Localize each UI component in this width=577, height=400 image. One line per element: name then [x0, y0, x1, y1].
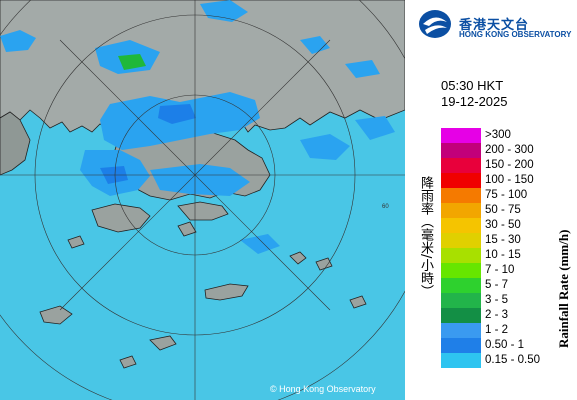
island [149, 335, 177, 351]
radar-date: 19-12-2025 [441, 94, 508, 109]
lantau-island [91, 203, 151, 233]
legend-label: 15 - 30 [485, 234, 521, 246]
legend-label: 3 - 5 [485, 294, 509, 306]
rain-echoes [0, 0, 395, 254]
legend-label: 10 - 15 [485, 249, 521, 261]
range-ring-label: 60 [382, 204, 389, 210]
logo-text-english: HONG KONG OBSERVATORY [459, 30, 572, 39]
legend-label: 150 - 200 [485, 159, 534, 171]
island [289, 251, 307, 265]
legend-label: 2 - 3 [485, 309, 509, 321]
legend-label: 30 - 50 [485, 219, 521, 231]
island [67, 235, 85, 249]
legend-swatch [441, 248, 481, 263]
legend-swatch [441, 263, 481, 278]
legend-swatch [441, 128, 481, 143]
legend-panel: 香港天文台 HONG KONG OBSERVATORY 05:30 HKT 19… [405, 0, 577, 400]
legend-swatch [441, 158, 481, 173]
legend-swatch [441, 308, 481, 323]
legend-label: 7 - 10 [485, 264, 515, 276]
island [177, 221, 197, 237]
legend-label: 5 - 7 [485, 279, 509, 291]
radar-map: 60 [0, 0, 405, 400]
legend-swatch [441, 173, 481, 188]
radar-time: 05:30 HKT [441, 78, 504, 93]
legend-title-english: Rainfall Rate (mm/h) [556, 229, 571, 348]
legend-label: 0.50 - 1 [485, 339, 524, 351]
hko-logo-icon [419, 10, 451, 38]
logo-text-chinese: 香港天文台 [459, 18, 530, 33]
legend-swatch [441, 278, 481, 293]
legend-label: 50 - 75 [485, 204, 521, 216]
legend-label: >300 [485, 129, 511, 141]
hko-logo: 香港天文台 HONG KONG OBSERVATORY [413, 6, 577, 42]
legend-label: 0.15 - 0.50 [485, 354, 540, 366]
legend-label: 100 - 150 [485, 174, 534, 186]
island [204, 283, 249, 301]
legend-label: 200 - 300 [485, 144, 534, 156]
island [119, 355, 137, 369]
legend-swatch [441, 203, 481, 218]
legend-title-chinese: 降雨率（毫米/小時） [418, 176, 433, 298]
legend-label: 75 - 100 [485, 189, 528, 201]
legend-swatch [441, 338, 481, 353]
island [315, 257, 333, 271]
legend-swatch [441, 293, 481, 308]
island [39, 305, 73, 325]
west-land [0, 111, 31, 176]
range-rings [0, 0, 405, 400]
legend-swatch [441, 323, 481, 338]
legend-swatch [441, 188, 481, 203]
legend-swatch [441, 353, 481, 368]
legend-swatch [441, 233, 481, 248]
hong-kong-island [177, 201, 229, 221]
legend-swatch [441, 143, 481, 158]
island [349, 295, 367, 309]
legend-label: 1 - 2 [485, 324, 509, 336]
copyright-text: © Hong Kong Observatory [270, 384, 376, 394]
legend-swatch [441, 218, 481, 233]
